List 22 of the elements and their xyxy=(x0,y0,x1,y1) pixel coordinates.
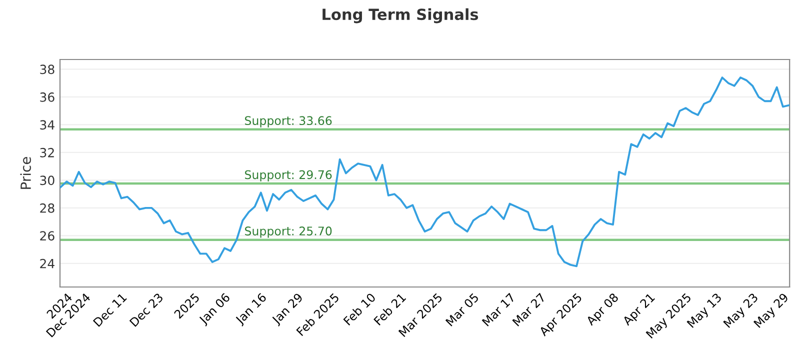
x-tick-label: Jan 29 xyxy=(270,292,305,326)
y-axis-title: Price xyxy=(20,157,31,189)
x-tick-label: Mar 27 xyxy=(512,292,546,327)
x-tick-label: Jan 16 xyxy=(234,292,268,326)
x-tick-label: Mar 05 xyxy=(445,292,480,327)
y-tick-label: 26 xyxy=(40,231,54,241)
ref-line-label: Support: 33.66 xyxy=(245,116,332,128)
y-tick-label: 24 xyxy=(40,258,54,268)
chart-title: Long Term Signals xyxy=(322,8,478,24)
x-tick-label: Dec 23 xyxy=(129,292,164,327)
x-tick-label: Jan 06 xyxy=(198,292,232,326)
ref-line-label: Support: 25.70 xyxy=(245,226,332,238)
x-tick-label: Dec 11 xyxy=(92,292,127,327)
y-tick-label: 38 xyxy=(40,64,54,74)
y-tick-label: 28 xyxy=(40,203,54,213)
y-tick-label: 32 xyxy=(40,148,54,158)
y-tick-label: 30 xyxy=(40,176,54,186)
y-tick-label: 36 xyxy=(40,92,54,102)
x-tick-label: Apr 08 xyxy=(585,292,620,328)
y-tick-label: 34 xyxy=(40,120,54,130)
line-series xyxy=(60,76,790,268)
ref-line-label: Support: 29.76 xyxy=(245,170,332,182)
